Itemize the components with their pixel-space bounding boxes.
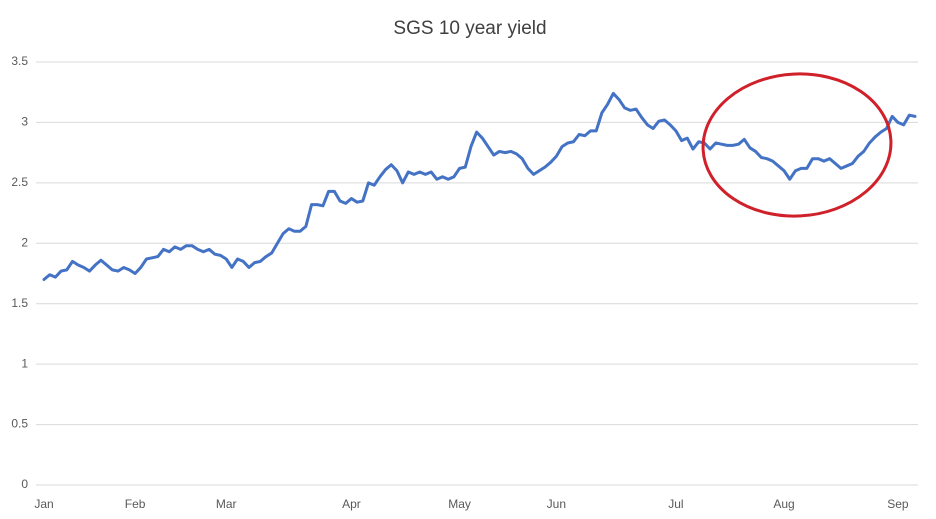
y-tick-label: 2.5 [11,175,28,189]
y-tick-label: 0 [21,477,28,491]
y-tick-label: 1.5 [11,296,28,310]
annotation-circle [701,72,893,218]
data-line [42,91,917,282]
y-tick-label: 2 [21,235,28,249]
x-tick-label: Feb [125,497,146,511]
x-tick-label: Jun [547,497,566,511]
grid: 0 0.5 1 1.5 2 2.5 3 3.5 Jan Feb Mar Apr May Jun Jul Aug… [11,54,918,511]
y-tick-label: 3.5 [11,54,28,68]
plot [42,91,917,282]
x-tick-label: Aug [773,497,794,511]
y-tick-label: 1 [21,356,28,370]
x-tick-label: Apr [342,497,361,511]
x-tick-label: Jan [34,497,53,511]
x-tick-label: Sep [887,497,909,511]
y-tick-label: 3 [21,115,28,129]
x-tick-label: Mar [216,497,237,511]
y-tick-label: 0.5 [11,417,28,431]
x-tick-label: May [448,497,471,511]
chart-title: SGS 10 year yield [393,18,546,39]
x-tick-label: Jul [668,497,683,511]
